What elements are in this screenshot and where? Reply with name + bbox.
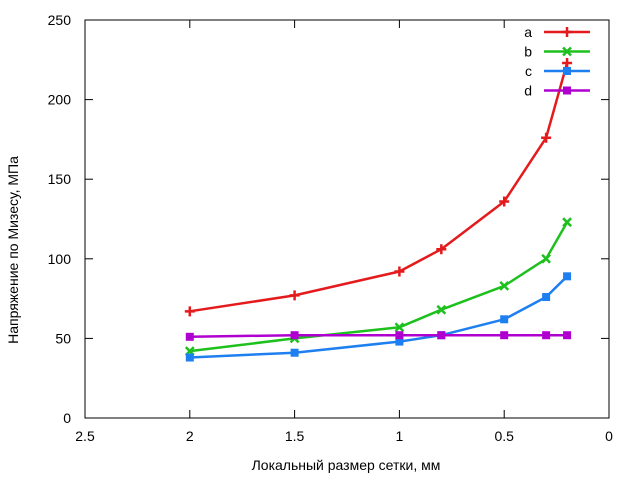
y-tick-label: 200 <box>48 92 72 108</box>
series-line-b <box>189 221 569 353</box>
data-point-b <box>394 322 405 333</box>
legend-marker-d <box>563 86 571 95</box>
data-point-c <box>500 315 509 324</box>
data-point-a <box>562 57 573 68</box>
x-tick-label: 2 <box>186 428 194 444</box>
legend-marker-b <box>562 46 572 57</box>
y-axis-label: Напряжение по Мизесу, МПа <box>5 156 21 344</box>
data-point-a <box>541 132 552 143</box>
data-point-a <box>184 306 195 317</box>
series-d <box>185 331 572 341</box>
data-point-d <box>290 331 299 340</box>
x-tick-label: 1 <box>396 428 404 444</box>
data-point-a <box>499 196 510 207</box>
data-point-b <box>541 253 552 264</box>
data-point-d <box>542 331 551 340</box>
series-line-d <box>189 333 568 339</box>
series-c <box>185 272 572 362</box>
data-point-a <box>436 244 447 255</box>
x-tick-label: 0.5 <box>494 428 514 444</box>
legend-marker-a <box>562 27 572 37</box>
data-point-b <box>436 304 447 315</box>
data-point-d <box>563 331 572 340</box>
data-point-c <box>290 348 299 357</box>
x-tick-label: 1.5 <box>285 428 305 444</box>
data-point-d <box>185 332 194 341</box>
data-point-c <box>563 272 572 281</box>
x-tick-label: 2.5 <box>75 428 95 444</box>
y-tick-label: 100 <box>48 251 72 267</box>
series-line-a <box>189 62 569 313</box>
legend-label-b: b <box>524 44 532 60</box>
data-point-d <box>395 331 404 340</box>
data-point-a <box>394 266 405 277</box>
y-tick-label: 250 <box>48 12 72 28</box>
legend-label-d: d <box>524 83 532 99</box>
y-tick-label: 50 <box>55 330 71 346</box>
legend-marker-c <box>563 67 571 75</box>
data-point-c <box>395 337 404 346</box>
y-tick-label: 150 <box>48 171 72 187</box>
data-point-c <box>185 353 194 362</box>
legend-label-c: c <box>525 63 532 79</box>
data-point-a <box>289 290 300 301</box>
data-point-b <box>499 280 510 291</box>
y-tick-label: 0 <box>63 410 71 426</box>
series-a <box>184 57 573 317</box>
x-axis-label: Локальный размер сетки, мм <box>252 457 441 473</box>
x-tick-label: 0 <box>605 428 613 444</box>
legend-label-a: a <box>524 24 532 40</box>
data-point-c <box>542 293 551 302</box>
data-point-b <box>562 217 572 228</box>
data-point-d <box>500 331 509 340</box>
plot-frame <box>84 19 610 419</box>
data-point-d <box>437 331 446 340</box>
